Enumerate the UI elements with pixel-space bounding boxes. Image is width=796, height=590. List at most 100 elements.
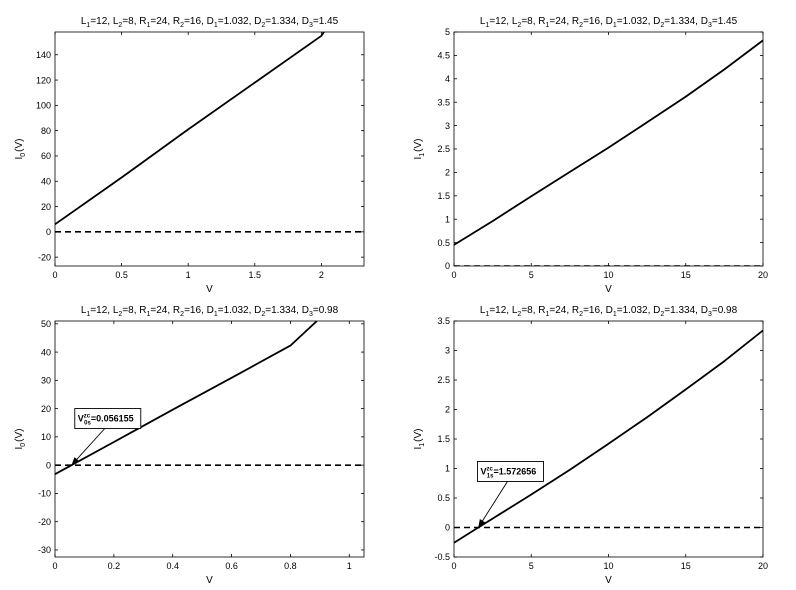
title-symbol: , D xyxy=(296,16,309,27)
title-value-d2: 1.334 xyxy=(670,16,695,27)
title-symbol: , D xyxy=(249,16,262,27)
x-axis-label: V xyxy=(605,284,612,295)
title-equals: = xyxy=(617,305,623,316)
title-value-r2: 16 xyxy=(190,305,202,316)
title-subscript: 2 xyxy=(180,311,184,318)
title-equals: = xyxy=(549,305,555,316)
y-tick-label: 2 xyxy=(445,405,450,415)
y-tick-label: 50 xyxy=(41,319,51,329)
title-subscript: 1 xyxy=(613,311,617,318)
y-tick-label: 3 xyxy=(445,121,450,131)
title-subscript: 3 xyxy=(309,311,313,318)
y-tick-label: -30 xyxy=(38,545,51,555)
title-value-d1: 1.032 xyxy=(623,305,648,316)
y-tick-label: -20 xyxy=(38,517,51,527)
annotation-arrow xyxy=(71,428,106,466)
y-label-symbol: I xyxy=(413,447,424,450)
title-subscript: 2 xyxy=(261,311,265,318)
y-tick-label: 20 xyxy=(41,404,51,414)
title-symbol: , D xyxy=(201,16,214,27)
annotation-subscript: 0s xyxy=(84,421,91,427)
title-value-d2: 1.334 xyxy=(271,16,296,27)
title-value-r1: 24 xyxy=(555,305,567,316)
series-line xyxy=(454,39,763,246)
title-subscript: 2 xyxy=(660,22,664,29)
y-label-subscript: 1 xyxy=(419,153,426,157)
title-symbol: , D xyxy=(249,305,262,316)
title-value-d3: 1.45 xyxy=(718,16,738,27)
title-subscript: 1 xyxy=(546,22,550,29)
title-equals: = xyxy=(521,305,527,316)
title-subscript: 1 xyxy=(485,22,489,29)
title-value-d3: 1.45 xyxy=(319,16,339,27)
title-subscript: 1 xyxy=(214,22,218,29)
title-subscript: 1 xyxy=(86,22,90,29)
y-tick-label: 2.5 xyxy=(437,375,450,385)
title-symbol: , D xyxy=(201,305,214,316)
x-tick-label: 1 xyxy=(347,561,352,571)
y-tick-label: 5 xyxy=(445,27,450,37)
y-tick-label: 10 xyxy=(41,432,51,442)
title-value-d3: 0.98 xyxy=(718,305,738,316)
x-tick-label: 10 xyxy=(603,270,613,280)
title-symbol: , D xyxy=(600,16,613,27)
title-equals: = xyxy=(664,16,670,27)
title-equals: = xyxy=(150,16,156,27)
title-equals: = xyxy=(265,16,271,27)
title-equals: = xyxy=(712,305,718,316)
x-tick-label: 15 xyxy=(681,270,691,280)
y-label-symbol: I xyxy=(14,447,25,450)
x-tick-label: 10 xyxy=(603,561,613,571)
plot-area xyxy=(55,32,364,233)
title-subscript: 2 xyxy=(660,311,664,318)
y-tick-label: 60 xyxy=(41,151,51,161)
x-tick-label: 0.5 xyxy=(115,270,128,280)
annotation-arrowhead xyxy=(71,457,80,466)
title-subscript: 2 xyxy=(517,311,521,318)
y-tick-label: 40 xyxy=(41,176,51,186)
title-value-r2: 16 xyxy=(589,16,601,27)
y-tick-label: 1 xyxy=(445,214,450,224)
y-tick-label: 40 xyxy=(41,347,51,357)
annotation-box xyxy=(477,461,544,482)
x-tick-label: 1.5 xyxy=(249,270,262,280)
title-value-d1: 1.032 xyxy=(224,305,249,316)
title-equals: = xyxy=(184,16,190,27)
title-symbol: , D xyxy=(695,305,708,316)
chart-panel-4: 0 5 10 15 20-0.500.511.522.533.5L1=12, L2=8,… xyxy=(413,305,768,586)
title-equals: = xyxy=(583,16,589,27)
title-subscript: 3 xyxy=(708,311,712,318)
title-value-r2: 16 xyxy=(589,305,601,316)
title-value-d1: 1.032 xyxy=(623,16,648,27)
title-subscript: 1 xyxy=(86,311,90,318)
y-label-symbol: I xyxy=(14,157,25,160)
title-value-r1: 24 xyxy=(555,16,567,27)
title-equals: = xyxy=(122,305,128,316)
title-subscript: 1 xyxy=(214,311,218,318)
annotation-superscript: zc xyxy=(84,414,91,420)
title-subscript: 3 xyxy=(708,22,712,29)
title-equals: = xyxy=(90,16,96,27)
title-value-d2: 1.334 xyxy=(271,305,296,316)
title-symbol: , L xyxy=(506,305,518,316)
x-tick-label: 0 xyxy=(52,561,57,571)
title-symbol: L xyxy=(480,16,486,27)
annotation-label: Vzc 0s=0.056155 xyxy=(78,414,134,427)
title-equals: = xyxy=(218,16,224,27)
chart-title: L1=12, L2=8, R1=24, R2=16, D1=1.032, D2=… xyxy=(480,16,738,29)
axes-box xyxy=(54,31,365,267)
title-subscript: 3 xyxy=(309,22,313,29)
title-symbol: , D xyxy=(648,305,661,316)
title-symbol: , R xyxy=(134,305,147,316)
y-label-subscript: 0 xyxy=(20,153,27,157)
title-equals: = xyxy=(489,305,495,316)
title-symbol: , D xyxy=(600,305,613,316)
x-tick-label: 1 xyxy=(186,270,191,280)
title-symbol: L xyxy=(480,305,486,316)
annotation-subscript: 1s xyxy=(487,473,494,479)
y-axis-label: I0 (V) xyxy=(14,428,27,449)
title-symbol: , L xyxy=(107,16,119,27)
annotation-value: =1.572656 xyxy=(493,466,536,476)
axes-box xyxy=(453,320,764,558)
